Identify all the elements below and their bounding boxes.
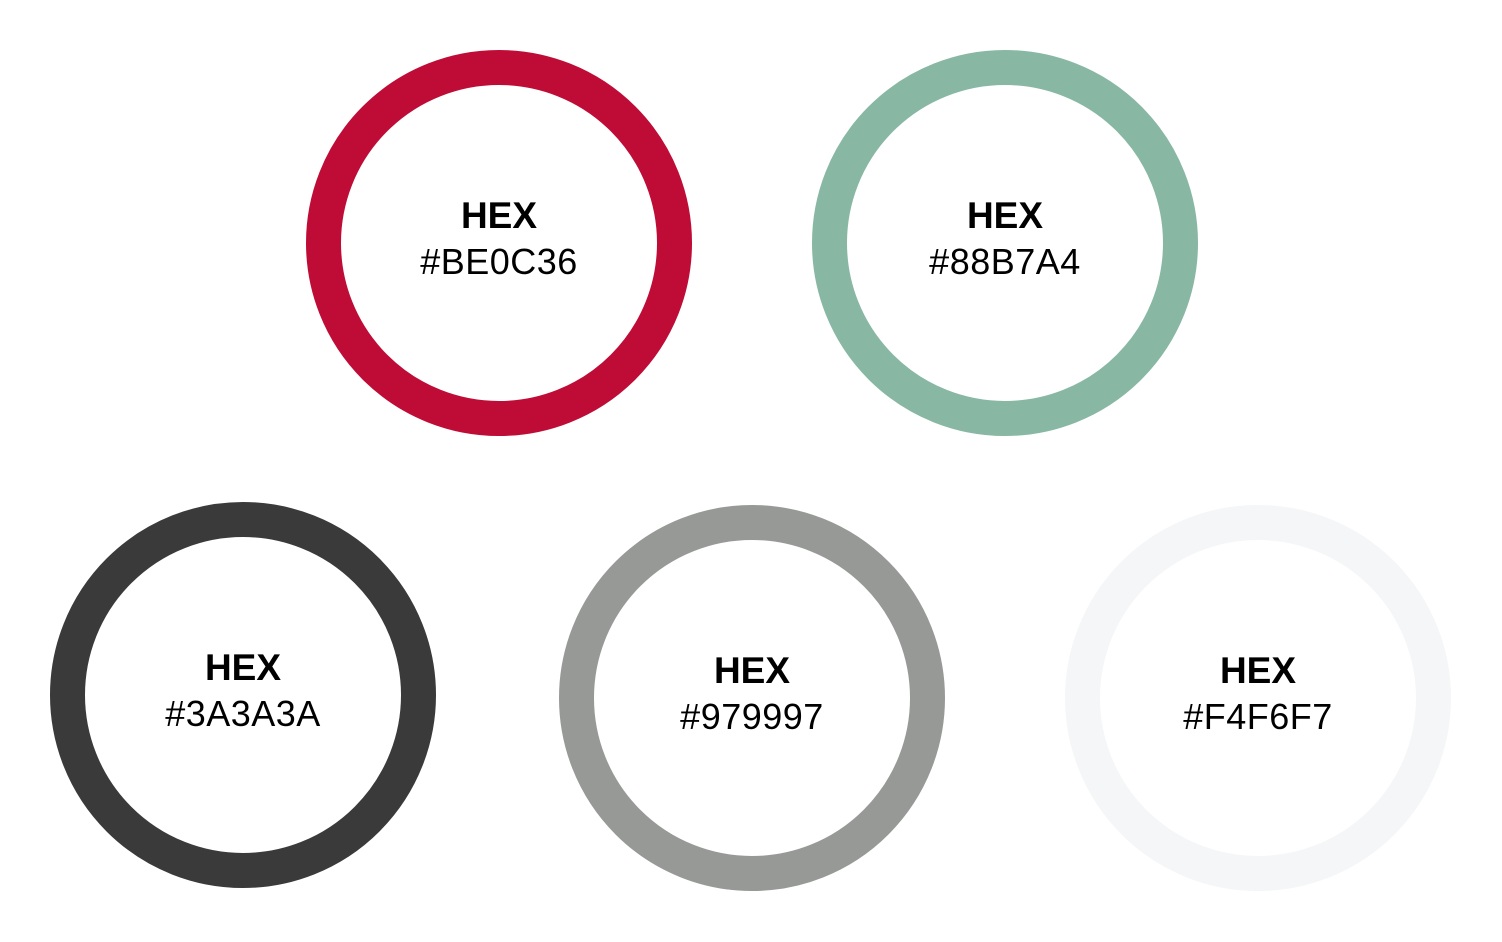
swatch-hex-value: #F4F6F7	[1183, 696, 1333, 737]
color-swatch-ring: HEX #3A3A3A	[50, 502, 436, 888]
color-swatch-ring: HEX #88B7A4	[812, 50, 1198, 436]
swatch-format-label: HEX	[713, 650, 791, 691]
swatch-hex-value: #3A3A3A	[165, 693, 321, 734]
swatch-hex-value: #BE0C36	[420, 241, 578, 282]
swatch-format-label: HEX	[204, 647, 282, 688]
swatch-format-label: HEX	[966, 195, 1044, 236]
swatch-format-label: HEX	[460, 195, 538, 236]
color-swatch-ring: HEX #F4F6F7	[1065, 505, 1451, 891]
swatch-format-label: HEX	[1219, 650, 1297, 691]
color-swatch-ring: HEX #979997	[559, 505, 945, 891]
swatch-hex-value: #979997	[680, 696, 824, 737]
color-swatch-ring: HEX #BE0C36	[306, 50, 692, 436]
swatch-hex-value: #88B7A4	[929, 241, 1081, 282]
